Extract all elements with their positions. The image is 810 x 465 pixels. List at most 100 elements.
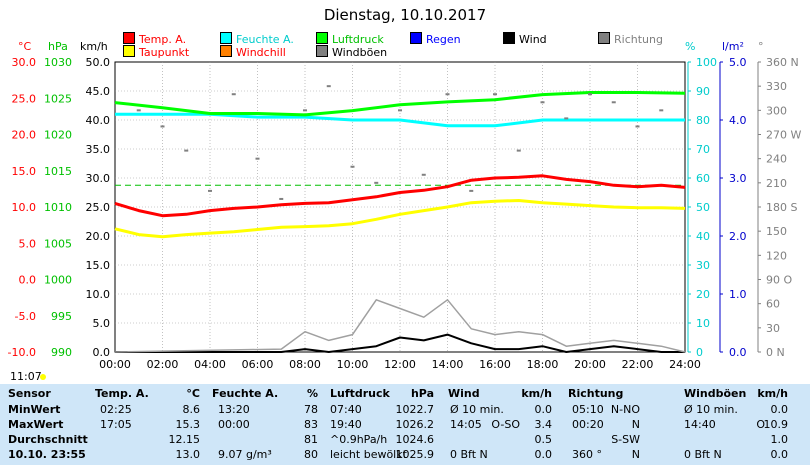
direction-point <box>398 109 402 112</box>
legend-item: Feuchte A. <box>220 32 294 46</box>
y-tick-label-temp_c: 25.0 <box>12 92 37 105</box>
humidity-value: 80 <box>304 448 318 461</box>
legend-item: Temp. A. <box>123 32 186 46</box>
pressure-time: ^0.9hPa/h <box>330 433 388 446</box>
y-tick-label-humidity_pct: 40 <box>696 230 710 243</box>
table-header-cell: Temp. A. <box>95 387 149 400</box>
y-tick-label-temp_c: 15.0 <box>12 165 37 178</box>
pressure-time: 07:40 <box>330 403 362 416</box>
y-tick-label-wind_kmh: 40.0 <box>86 114 111 127</box>
legend-label: Temp. A. <box>139 33 187 46</box>
direction-point <box>493 93 497 96</box>
direction-point <box>303 109 307 112</box>
series-line-luftdruck <box>114 91 686 117</box>
gust-note: Ø 10 min. <box>684 403 738 416</box>
axis-unit-rain: l/m² <box>722 40 744 53</box>
wind-note: 14:05 <box>450 418 482 431</box>
y-tick-label-rain_lm2: 4.0 <box>729 114 747 127</box>
x-tick-label: 14:00 <box>432 358 464 371</box>
gust-note: 0 Bft N <box>684 448 722 461</box>
chart-axes: 00:00 02:00 04:00 06:00 08:00 10:00 12:00 14:00… <box>8 56 802 371</box>
direction-value: N <box>631 448 640 461</box>
wind-value: 3.4 <box>534 418 553 431</box>
direction-point <box>635 125 640 128</box>
legend-label: Taupunkt <box>139 46 190 59</box>
pressure-value: 1025.9 <box>395 448 435 461</box>
x-tick-label: 04:00 <box>194 358 226 371</box>
y-tick-label-direction_deg: 240 <box>766 153 787 166</box>
legend-swatch <box>316 45 328 57</box>
row-label: 10.10. 23:55 <box>8 448 86 461</box>
direction-point <box>184 149 189 152</box>
y-tick-label-humidity_pct: 30 <box>696 259 710 272</box>
y-tick-label-pressure_hpa: 1015 <box>44 165 72 178</box>
direction-point <box>374 181 379 184</box>
y-tick-label-pressure_hpa: 1030 <box>44 56 72 69</box>
direction-point <box>516 149 521 152</box>
row-label: MaxWert <box>8 418 64 431</box>
current-time-label: 11:07 <box>10 370 42 383</box>
table-header-cell: Richtung <box>568 387 624 400</box>
table-header-cell: Wind <box>448 387 480 400</box>
y-tick-label-rain_lm2: 1.0 <box>729 288 747 301</box>
series-line-feuchte-a- <box>115 112 685 128</box>
table-row: 10.10. 23:55 13.0 9.07 g/m³ 80 leicht bewölk… <box>0 447 810 463</box>
y-tick-label-humidity_pct: 60 <box>696 172 710 185</box>
y-tick-label-humidity_pct: 50 <box>696 201 710 214</box>
direction-point <box>659 109 664 112</box>
humidity-value: 81 <box>304 433 318 446</box>
y-tick-label-wind_kmh: 10.0 <box>86 288 111 301</box>
x-tick-label: 08:00 <box>289 358 321 371</box>
y-tick-label-rain_lm2: 3.0 <box>729 172 747 185</box>
y-tick-label-wind_kmh: 25.0 <box>86 201 111 214</box>
gust-value: 1.0 <box>770 433 789 446</box>
temp-value: 13.0 <box>175 448 201 461</box>
y-tick-label-direction_deg: 30 <box>766 322 780 335</box>
pressure-time: leicht bewölkt <box>330 448 407 461</box>
axis-unit-wind: km/h <box>80 40 108 53</box>
direction-point <box>208 189 212 192</box>
x-tick-label: 22:00 <box>622 358 654 371</box>
y-tick-label-pressure_hpa: 1000 <box>44 274 72 287</box>
humidity-time: 00:00 <box>218 418 250 431</box>
pressure-value: 1022.7 <box>395 403 435 416</box>
table-header-cell: Feuchte A. <box>212 387 279 400</box>
x-tick-label: 12:00 <box>384 358 416 371</box>
y-tick-label-wind_kmh: 45.0 <box>86 85 111 98</box>
y-tick-label-humidity_pct: 90 <box>696 85 710 98</box>
x-tick-label: 10:00 <box>337 358 369 371</box>
y-tick-label-wind_kmh: 15.0 <box>86 259 111 272</box>
y-tick-label-temp_c: 0.0 <box>19 274 37 287</box>
chart-series <box>114 85 686 353</box>
direction-point <box>611 101 616 104</box>
legend-label: Feuchte A. <box>236 33 294 46</box>
gust-direction: O <box>756 418 765 431</box>
gust-value: 10.9 <box>763 418 789 431</box>
legend-swatch <box>220 32 232 44</box>
legend-item: Windböen <box>316 45 387 59</box>
table-header-cell: km/h <box>757 387 788 400</box>
wind-value: 0.5 <box>534 433 553 446</box>
legend-item: Taupunkt <box>123 45 189 59</box>
direction-point <box>445 93 450 96</box>
table-header-cell: hPa <box>410 387 434 400</box>
axis-unit-temp: °C <box>18 40 32 53</box>
direction-point <box>255 157 260 160</box>
table-header-cell: Luftdruck <box>330 387 390 400</box>
legend-swatch <box>123 45 135 57</box>
direction-point <box>469 189 474 192</box>
legend-label: Windchill <box>236 46 286 59</box>
y-tick-label-humidity_pct: 100 <box>696 56 717 69</box>
x-tick-label: 06:00 <box>242 358 274 371</box>
y-tick-label-humidity_pct: 0 <box>696 346 703 359</box>
y-tick-label-wind_kmh: 30.0 <box>86 172 111 185</box>
legend-item: Windchill <box>220 45 286 59</box>
y-tick-label-rain_lm2: 5.0 <box>729 56 747 69</box>
direction-point <box>160 125 165 128</box>
x-tick-label: 24:00 <box>669 358 701 371</box>
legend-label: Wind <box>519 33 547 46</box>
y-tick-label-direction_deg: 0 N <box>766 346 785 359</box>
y-tick-label-direction_deg: 210 <box>766 177 787 190</box>
y-tick-label-pressure_hpa: 995 <box>51 310 72 323</box>
direction-point <box>279 197 284 200</box>
